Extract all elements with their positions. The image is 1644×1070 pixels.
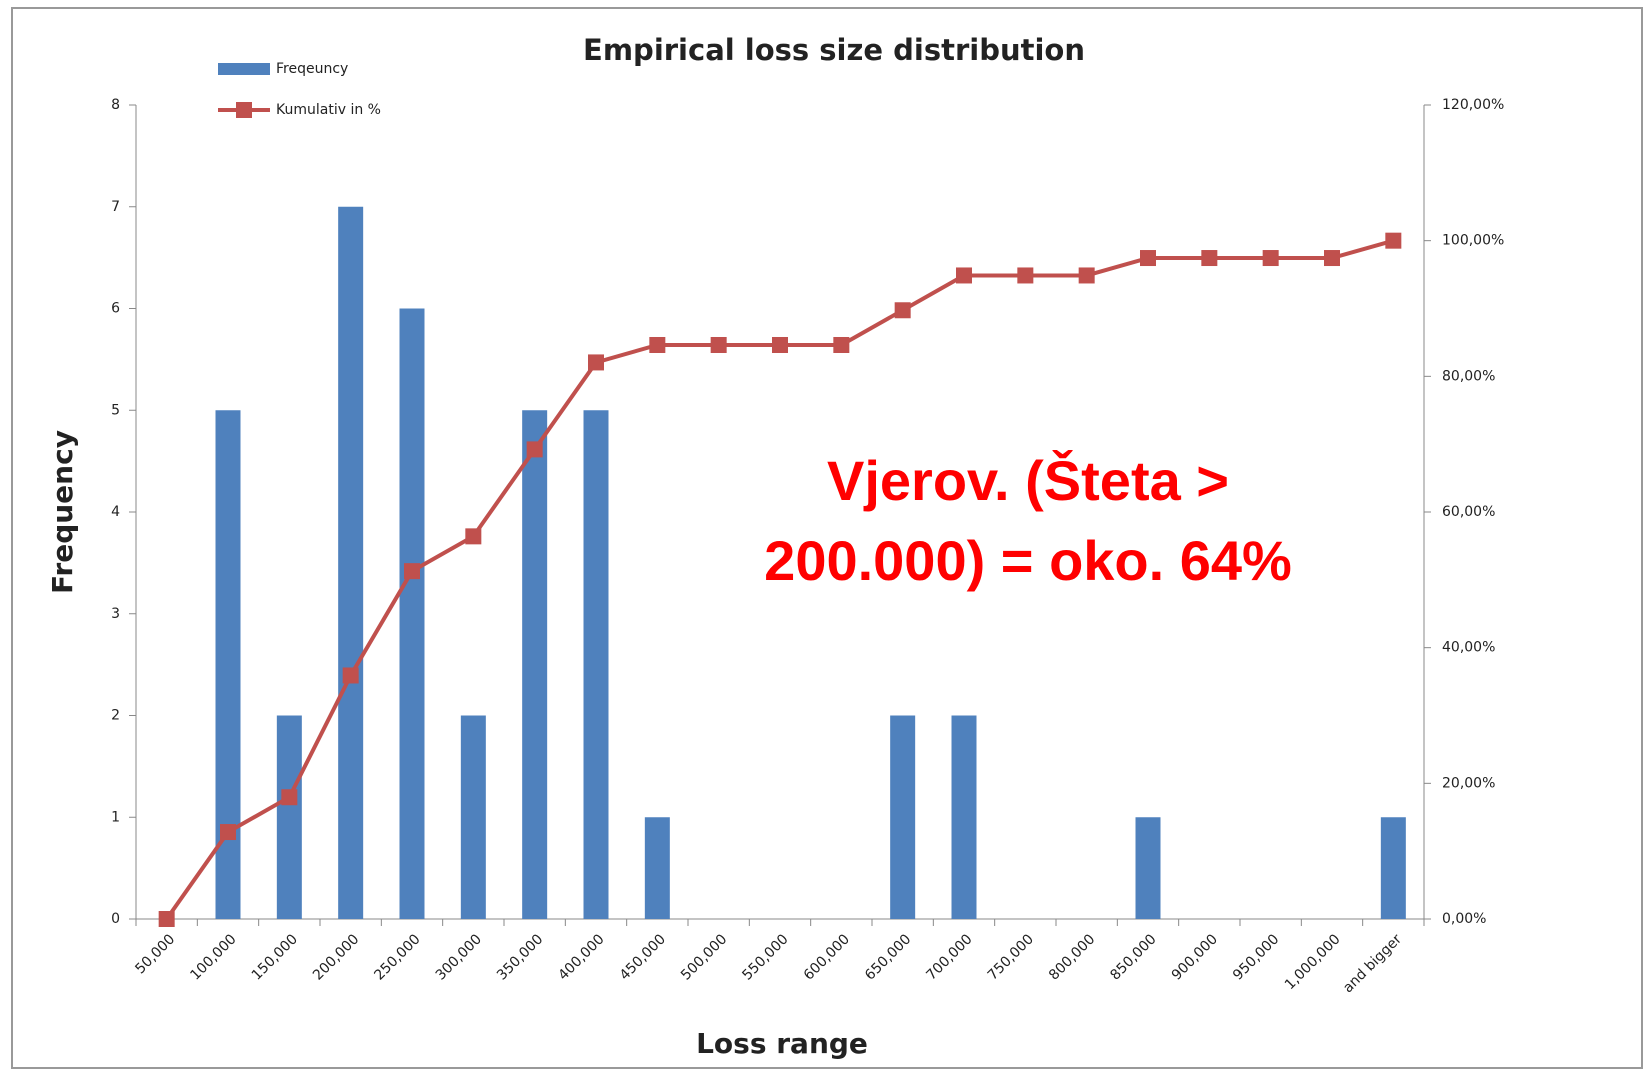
line-marker xyxy=(1385,232,1402,249)
bar xyxy=(1380,817,1406,919)
line-marker xyxy=(465,528,482,545)
y2-tick-label: 0,00% xyxy=(1442,911,1486,927)
line-marker xyxy=(956,267,972,284)
line-marker xyxy=(342,667,359,684)
bar xyxy=(399,308,425,919)
y-tick-label: 1 xyxy=(111,809,120,825)
line-marker xyxy=(710,336,727,353)
line-marker xyxy=(1324,250,1340,267)
line-marker xyxy=(894,302,911,319)
chart-title: Empirical loss size distribution xyxy=(583,33,1085,67)
bar xyxy=(1135,817,1161,919)
y-tick-label: 2 xyxy=(111,708,120,724)
y2-tick-label: 120,00% xyxy=(1442,97,1504,113)
y-axis-title: Frequency xyxy=(46,430,79,594)
y-tick-label: 5 xyxy=(111,402,120,418)
y2-tick-label: 20,00% xyxy=(1442,775,1495,791)
bar xyxy=(522,410,548,919)
y-tick-label: 4 xyxy=(111,504,120,520)
line-marker xyxy=(158,911,175,927)
y-tick-label: 3 xyxy=(111,606,120,622)
line-marker xyxy=(1201,250,1218,267)
legend-swatch xyxy=(236,102,252,118)
line-marker xyxy=(1017,267,1034,284)
bar xyxy=(460,715,486,919)
y2-tick-label: 60,00% xyxy=(1442,504,1495,520)
y2-tick-label: 80,00% xyxy=(1442,368,1495,384)
line-marker xyxy=(649,336,666,353)
line-marker xyxy=(220,824,236,841)
bar xyxy=(276,715,302,919)
line-marker xyxy=(588,354,604,371)
line-marker xyxy=(281,789,298,806)
y2-tick-label: 40,00% xyxy=(1442,640,1495,656)
x-axis-title: Loss range xyxy=(696,1027,868,1060)
y-tick-label: 7 xyxy=(111,199,120,215)
y2-tick-label: 100,00% xyxy=(1442,233,1504,249)
line-marker xyxy=(833,336,850,353)
annotation: Vjerov. (Šteta > xyxy=(827,449,1229,512)
legend-label: Kumulativ in % xyxy=(276,102,381,118)
annotation: 200.000) = oko. 64% xyxy=(764,529,1292,592)
line-marker xyxy=(772,336,788,353)
bar xyxy=(583,410,609,919)
legend-swatch xyxy=(218,63,270,75)
bar xyxy=(338,206,364,919)
line-marker xyxy=(1140,250,1156,267)
line-marker xyxy=(526,441,543,458)
line-marker xyxy=(1078,267,1095,284)
y-tick-label: 6 xyxy=(111,301,120,317)
y-tick-label: 0 xyxy=(111,911,120,927)
line-marker xyxy=(1262,250,1279,267)
y-tick-label: 8 xyxy=(111,97,120,113)
bar xyxy=(644,817,670,919)
legend-label: Freqeuncy xyxy=(276,61,348,77)
line-marker xyxy=(404,563,420,580)
bar xyxy=(890,715,916,919)
bar xyxy=(951,715,977,919)
